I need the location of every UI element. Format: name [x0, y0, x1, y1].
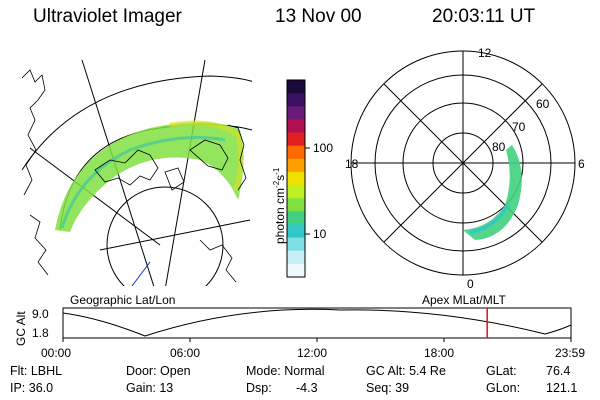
- colorbar-stripe: [287, 171, 305, 186]
- dsp-label: Dsp:: [246, 381, 272, 395]
- glon-value: 121.1: [546, 381, 578, 395]
- colorbar-stripe: [287, 237, 305, 252]
- mode-info: Mode: Normal: [246, 364, 325, 378]
- mlt-label-0: 0: [467, 277, 474, 291]
- polar-aurora-oval: [463, 145, 522, 240]
- colorbar-stripe: [287, 185, 305, 199]
- colorbar-stripe: [287, 106, 305, 120]
- mlt-label-6: 6: [578, 157, 585, 171]
- meridian-line: [29, 147, 161, 246]
- meridian-line: [165, 59, 206, 286]
- gain-info: Gain: 13: [126, 381, 174, 395]
- strip-left-label: Geographic Lat/Lon: [70, 293, 176, 307]
- mlt-label-12: 12: [478, 46, 492, 60]
- satellite-track: [131, 261, 151, 287]
- meridian-line: [81, 59, 155, 286]
- colorbar-stripe: [287, 250, 305, 265]
- colorbar-tick-100: 100: [313, 141, 334, 155]
- colorbar-stripe: [287, 263, 305, 278]
- colorbar-stripe: [287, 145, 305, 160]
- strip-x-tick-2359: 23:59: [555, 346, 586, 360]
- colorbar-stripe: [287, 224, 305, 239]
- door-info: Door: Open: [126, 364, 191, 378]
- strip-right-label: Apex MLat/MLT: [422, 293, 506, 307]
- strip-x-tick-1800: 18:00: [424, 346, 455, 360]
- lat-label-80: 80: [492, 140, 506, 154]
- colorbar-stripe: [287, 119, 305, 134]
- colorbar-stripe: [287, 198, 305, 212]
- mlt-label-18: 18: [345, 157, 359, 171]
- lat-label-60: 60: [536, 97, 550, 111]
- altitude-curve: [62, 308, 572, 337]
- coastline: [227, 124, 247, 191]
- time-label: 20:03:11 UT: [432, 6, 536, 27]
- ip-info: IP: 36.0: [10, 381, 54, 395]
- glat-value: 76.4: [546, 364, 571, 378]
- coastline: [164, 167, 185, 191]
- aurora-band: [55, 121, 244, 232]
- glon-label: GLon:: [486, 381, 521, 395]
- colorbar-stripe: [287, 80, 305, 94]
- gc-alt-info: GC Alt: 5.4 Re: [366, 364, 446, 378]
- seq-info: Seq: 39: [366, 381, 410, 395]
- instrument-title: Ultraviolet Imager: [33, 6, 182, 27]
- coastline: [29, 214, 49, 276]
- strip-y-tick-low: 1.8: [32, 326, 49, 340]
- strip-x-tick-0600: 06:00: [170, 346, 201, 360]
- strip-x-tick-1200: 12:00: [297, 346, 328, 360]
- pole-circle: [106, 186, 224, 286]
- strip-y-tick-high: 9.0: [32, 307, 49, 321]
- dsp-value: -4.3: [296, 381, 318, 395]
- coastline: [94, 149, 159, 186]
- polar-diagonal: [383, 83, 543, 243]
- strip-x-tick-0000: 00:00: [41, 346, 72, 360]
- colorbar-stripe: [287, 158, 305, 173]
- colorbar-stripe: [287, 211, 305, 225]
- latitude-arc-outer: [22, 75, 252, 171]
- lat-label-70: 70: [512, 120, 526, 134]
- coastline: [22, 69, 46, 196]
- colorbar-stripe: [287, 93, 305, 107]
- date-label: 13 Nov 00: [275, 6, 362, 27]
- colorbar-stripe: [287, 132, 305, 147]
- filter-info: Flt: LBHL: [10, 364, 63, 378]
- meridian-line: [99, 219, 251, 251]
- colorbar-tick-10: 10: [313, 227, 327, 241]
- glat-label: GLat:: [486, 364, 517, 378]
- coastline: [189, 139, 229, 171]
- coastline: [199, 239, 237, 283]
